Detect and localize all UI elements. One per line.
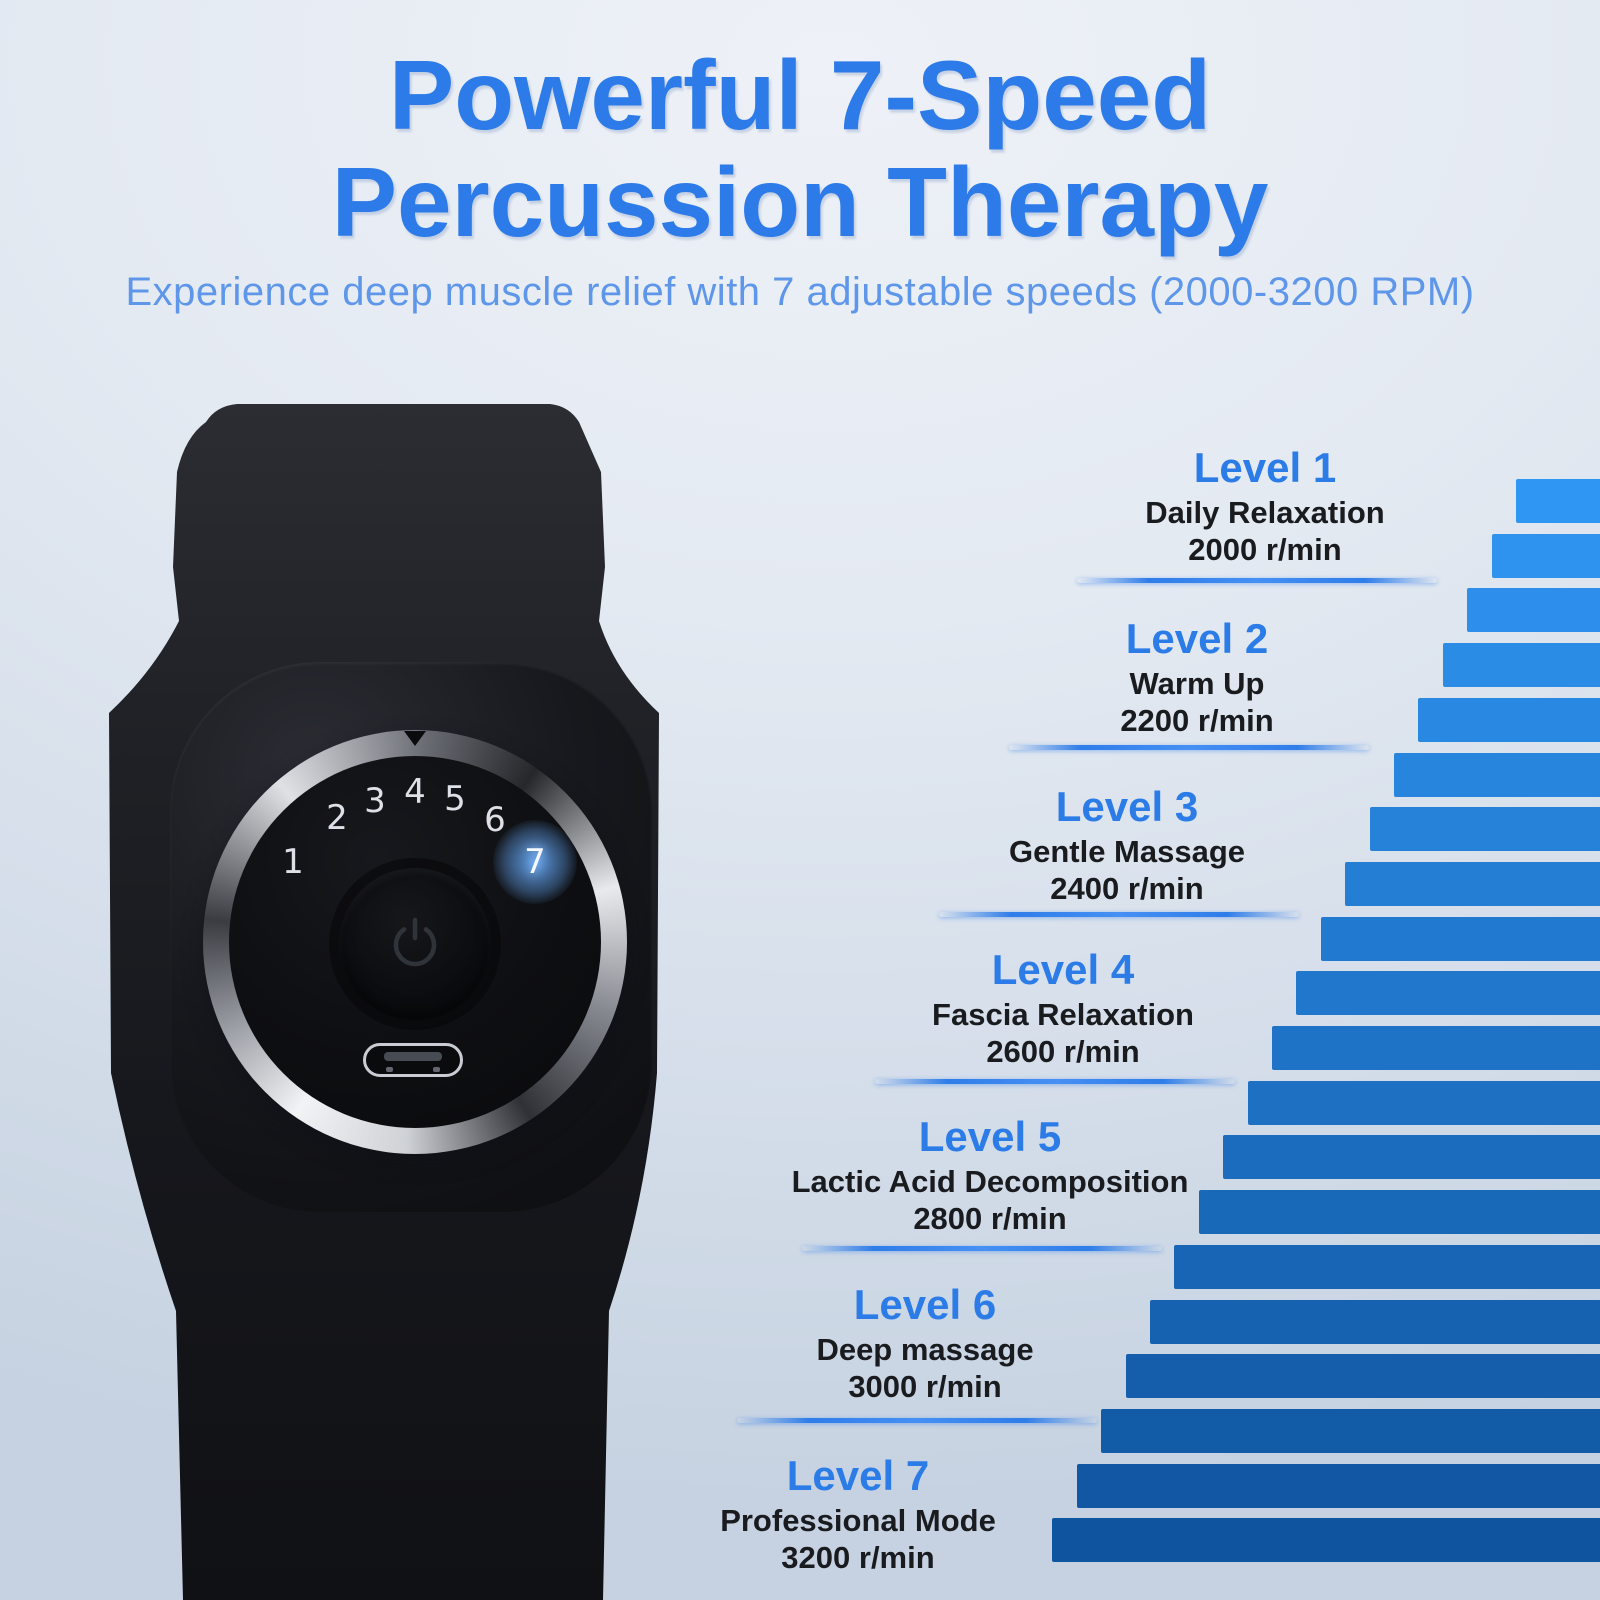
level-divider	[802, 1246, 1162, 1251]
level-7-name: Professional Mode	[720, 1503, 996, 1538]
dial-number-1: 1	[282, 842, 304, 882]
power-button	[339, 868, 491, 1020]
level-5-block: Level 5 Lactic Acid Decomposition 2800 r…	[792, 1113, 1189, 1237]
level-3-name: Gentle Massage	[1008, 834, 1246, 869]
level-2-rpm: 2200 r/min	[1120, 703, 1274, 738]
dial-number-2: 2	[326, 798, 348, 838]
level-divider	[737, 1418, 1097, 1423]
stair-bar	[1369, 807, 1600, 852]
dial-number-5: 5	[444, 779, 466, 819]
level-1-name: Daily Relaxation	[1145, 495, 1385, 530]
level-3-block: Level 3 Gentle Massage 2400 r/min	[1009, 783, 1245, 907]
stair-bar	[1125, 1354, 1600, 1399]
level-divider	[1009, 745, 1369, 750]
level-2-label: Level 2	[1125, 615, 1269, 662]
level-7-label: Level 7	[786, 1452, 930, 1499]
stair-bar	[1516, 479, 1600, 523]
level-5-rpm: 2800 r/min	[913, 1201, 1067, 1236]
level-6-rpm: 3000 r/min	[848, 1369, 1002, 1404]
dial-number-3: 3	[364, 781, 386, 821]
power-icon	[393, 917, 437, 967]
stair-bar	[1418, 697, 1600, 742]
level-6-label: Level 6	[853, 1281, 997, 1328]
level-4-rpm: 2600 r/min	[986, 1034, 1140, 1069]
stair-bar	[1491, 533, 1600, 578]
level-5-name: Lactic Acid Decomposition	[791, 1164, 1189, 1199]
subtitle: Experience deep muscle relief with 7 adj…	[125, 270, 1475, 314]
stair-bar	[1296, 971, 1600, 1016]
active-speed-glow	[493, 820, 577, 904]
level-3-rpm: 2400 r/min	[1050, 871, 1204, 906]
level-4-label: Level 4	[991, 946, 1135, 993]
level-5-label: Level 5	[918, 1113, 1062, 1160]
stair-bar	[1174, 1244, 1600, 1289]
dial-number-6: 6	[484, 800, 506, 840]
dial-number-7: 7	[524, 842, 546, 882]
stair-bar	[1320, 916, 1600, 961]
dial-number-4: 4	[404, 772, 426, 812]
level-6-name: Deep massage	[816, 1332, 1034, 1367]
level-6-block: Level 6 Deep massage 3000 r/min	[816, 1281, 1033, 1405]
level-4-block: Level 4 Fascia Relaxation 2600 r/min	[932, 946, 1194, 1070]
level-4-name: Fascia Relaxation	[932, 997, 1194, 1032]
dial-pointer-icon	[404, 731, 426, 746]
level-3-label: Level 3	[1055, 783, 1199, 830]
title-line-1: Powerful 7-Speed	[388, 40, 1212, 150]
stair-bar	[1198, 1190, 1600, 1235]
level-divider	[939, 912, 1299, 917]
level-1-rpm: 2000 r/min	[1188, 532, 1342, 567]
level-1-block: Level 1 Daily Relaxation 2000 r/min	[1145, 444, 1384, 568]
stair-bar	[1272, 1026, 1600, 1070]
usb-c-port	[363, 1043, 463, 1077]
stair-bar	[1076, 1463, 1600, 1508]
stair-bar	[1442, 643, 1600, 688]
level-2-block: Level 2 Warm Up 2200 r/min	[1120, 615, 1273, 739]
stair-bar	[1052, 1518, 1600, 1563]
stair-bar	[1150, 1299, 1600, 1344]
usb-tongue	[384, 1052, 442, 1061]
stair-bar	[1345, 861, 1600, 906]
stair-bar	[1247, 1080, 1600, 1125]
level-divider	[1077, 578, 1437, 583]
level-2-name: Warm Up	[1129, 666, 1265, 701]
level-1-label: Level 1	[1193, 444, 1337, 491]
level-7-rpm: 3200 r/min	[781, 1540, 935, 1575]
usb-contact-dot	[386, 1067, 393, 1072]
stair-bar	[1223, 1135, 1600, 1180]
usb-contact-dot	[433, 1067, 440, 1072]
page-title: Powerful 7-Speed Percussion Therapy	[0, 42, 1600, 256]
stair-bar	[1101, 1408, 1600, 1453]
stair-bar	[1394, 752, 1600, 797]
title-line-2: Percussion Therapy	[331, 147, 1269, 257]
level-7-block: Level 7 Professional Mode 3200 r/min	[720, 1452, 996, 1576]
stair-bar	[1467, 588, 1600, 633]
level-divider	[875, 1079, 1235, 1084]
